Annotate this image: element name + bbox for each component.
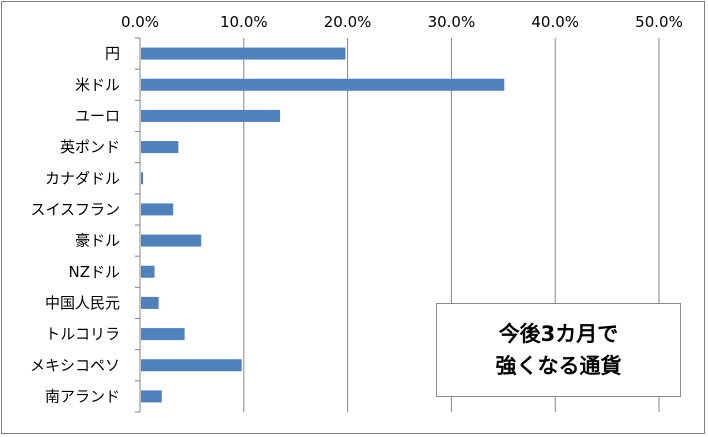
category-label: スイスフラン [30,200,120,218]
annotation-line-2: 強くなる通貨 [495,354,622,378]
category-label: メキシコペソ [30,356,120,374]
bar [141,172,144,185]
y-axis [135,37,141,413]
category-label: 米ドル [75,76,120,94]
category-label: 中国人民元 [45,294,120,312]
bar [141,390,162,403]
x-tick-label: 10.0% [220,13,268,31]
bar [141,47,346,60]
x-tick-label: 0.0% [121,13,159,31]
category-label: 円 [105,45,120,63]
category-label: トルコリラ [45,325,120,343]
x-tick-label: 40.0% [531,13,579,31]
annotation-line-1: 今後3カ月で [498,322,619,346]
bar [141,78,505,91]
category-label: 豪ドル [75,232,120,250]
bar [141,359,242,372]
category-label: 英ポンド [60,138,120,156]
bar [141,234,202,247]
bar [141,203,174,216]
bars [141,47,505,403]
bar [141,328,185,341]
x-tick-label: 30.0% [428,13,476,31]
bar [141,141,179,154]
bar [141,265,155,278]
category-label: ユーロ [75,107,120,125]
category-label: カナダドル [45,169,120,187]
x-tick-label: 20.0% [324,13,372,31]
bar [141,296,159,309]
category-label: NZドル [69,263,121,281]
bar [141,109,281,122]
x-tick-labels: 0.0% 10.0% 20.0% 30.0% 40.0% 50.0% [121,13,683,31]
annotation-box: 今後3カ月で 強くなる通貨 [436,303,681,397]
category-label: 南アランド [45,387,120,405]
x-tick-label: 50.0% [635,13,683,31]
